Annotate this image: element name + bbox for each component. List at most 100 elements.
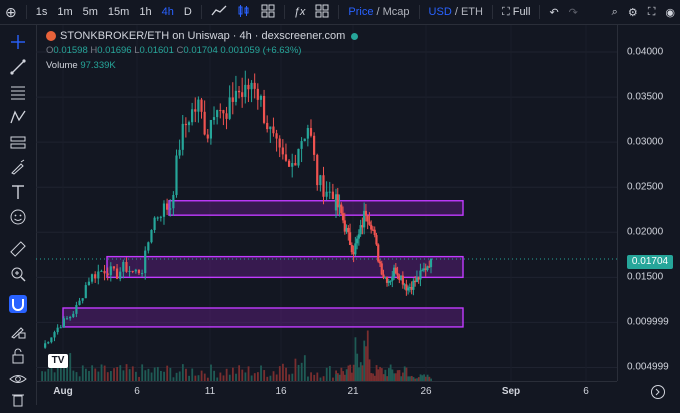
interval-1h[interactable]: 1h xyxy=(139,6,152,18)
price-axis[interactable] xyxy=(617,25,680,381)
volume-bar xyxy=(377,369,380,381)
divider xyxy=(25,5,27,19)
mcap-label: Mcap xyxy=(382,6,410,18)
ruler-icon[interactable] xyxy=(9,240,27,258)
interval-1m[interactable]: 1m xyxy=(57,6,73,18)
candle-body xyxy=(429,258,433,268)
crosshair-icon[interactable] xyxy=(9,33,27,51)
add-symbol-icon[interactable]: ⊕ xyxy=(5,3,17,20)
candle-body xyxy=(419,270,422,280)
volume-bar xyxy=(282,363,284,381)
time-axis[interactable] xyxy=(36,381,617,406)
settings-icon[interactable]: ⚙ xyxy=(627,6,638,19)
pencil-lock-icon[interactable] xyxy=(9,322,27,340)
candle-body xyxy=(97,271,100,279)
candle-body xyxy=(394,267,397,274)
interval-4h[interactable]: 4h xyxy=(161,6,174,18)
volume-value: 97.339K xyxy=(80,60,116,71)
candles-icon[interactable] xyxy=(232,4,256,21)
alert-icon[interactable]: ⌕ xyxy=(611,5,618,18)
candle-body xyxy=(78,300,81,305)
candle-body xyxy=(262,95,266,123)
volume-bar xyxy=(424,376,427,381)
divider xyxy=(200,5,202,19)
redo-icon[interactable]: ↷ xyxy=(568,6,578,19)
candle-body xyxy=(377,244,380,262)
volume-bar xyxy=(272,371,275,381)
volume-bar xyxy=(47,368,50,381)
token-logo-icon xyxy=(46,31,56,41)
candle-body xyxy=(278,138,281,148)
volume-bar xyxy=(197,375,200,381)
fullscreen-icon[interactable]: ⛶ xyxy=(647,5,656,18)
candle-body xyxy=(392,267,396,277)
goto-realtime-icon[interactable] xyxy=(650,384,666,400)
candle-body xyxy=(348,232,352,246)
candle-body xyxy=(90,274,94,282)
camera-icon[interactable]: ◉ xyxy=(665,6,675,19)
layout-icon[interactable] xyxy=(310,4,334,21)
trash-icon[interactable] xyxy=(9,390,27,408)
usd-eth-toggle[interactable]: USD / ETH xyxy=(428,6,483,18)
candle-body xyxy=(363,210,366,228)
candle-body xyxy=(356,238,359,244)
interval-5m[interactable]: 5m xyxy=(82,6,98,18)
volume-bar xyxy=(63,364,65,381)
volume-bar xyxy=(316,372,319,381)
forecast-icon[interactable] xyxy=(9,133,27,151)
candle-body xyxy=(100,270,103,272)
volume-bar xyxy=(361,365,364,381)
candle-body xyxy=(272,126,275,134)
candle-body xyxy=(350,245,353,253)
candle-body xyxy=(237,90,241,93)
emoji-icon[interactable] xyxy=(9,208,27,226)
y-tick-label: 0.04000 xyxy=(627,46,664,58)
volume-bar xyxy=(386,376,389,381)
candle-body xyxy=(412,280,415,290)
indicators-icon[interactable] xyxy=(256,4,280,21)
fib-icon[interactable] xyxy=(9,83,27,101)
zoom-icon[interactable] xyxy=(9,265,27,283)
y-tick-label: 0.004999 xyxy=(627,361,669,373)
open-value: 0.01598 xyxy=(53,45,88,56)
lock-icon[interactable] xyxy=(9,347,27,365)
candlestick-chart[interactable] xyxy=(36,25,617,381)
volume-bar xyxy=(417,377,420,381)
candle-body xyxy=(137,269,141,274)
candle-body xyxy=(389,280,392,282)
candle-body xyxy=(378,261,382,264)
volume-bar xyxy=(400,376,403,381)
brush-icon[interactable] xyxy=(9,158,27,176)
x-tick-label: Aug xyxy=(53,386,73,397)
volume-bar xyxy=(110,371,112,381)
drawing-toolbar xyxy=(0,25,37,408)
full-button[interactable]: ⛶ Full xyxy=(497,6,536,19)
volume-bar xyxy=(407,376,410,381)
candle-body xyxy=(269,126,272,130)
candle-body xyxy=(172,195,175,209)
eye-icon[interactable] xyxy=(9,370,27,388)
volume-bar xyxy=(235,373,237,381)
magnet-icon[interactable] xyxy=(9,295,27,313)
price-mcap-toggle[interactable]: Price / Mcap xyxy=(348,6,410,18)
candle-body xyxy=(387,281,390,283)
candle-body xyxy=(336,194,339,208)
fx-icon[interactable]: ƒx xyxy=(293,6,306,18)
expand-icon: ⛶ xyxy=(501,5,513,18)
volume-bar xyxy=(403,366,406,381)
volume-bar xyxy=(352,364,355,381)
chart-type-icon[interactable] xyxy=(206,5,232,20)
candle-body xyxy=(169,208,172,210)
candle-body xyxy=(370,224,373,230)
pattern-icon[interactable] xyxy=(9,108,27,126)
interval-15m[interactable]: 15m xyxy=(107,6,130,18)
candle-body xyxy=(424,268,427,271)
interval-1s[interactable]: 1s xyxy=(35,6,48,18)
candle-body xyxy=(347,227,350,233)
support-resistance-zone xyxy=(106,255,464,279)
volume-bar xyxy=(238,365,241,381)
text-icon[interactable] xyxy=(9,183,27,201)
undo-icon[interactable]: ↶ xyxy=(549,6,559,19)
line-icon[interactable] xyxy=(9,58,27,76)
interval-1d[interactable]: D xyxy=(183,6,192,18)
